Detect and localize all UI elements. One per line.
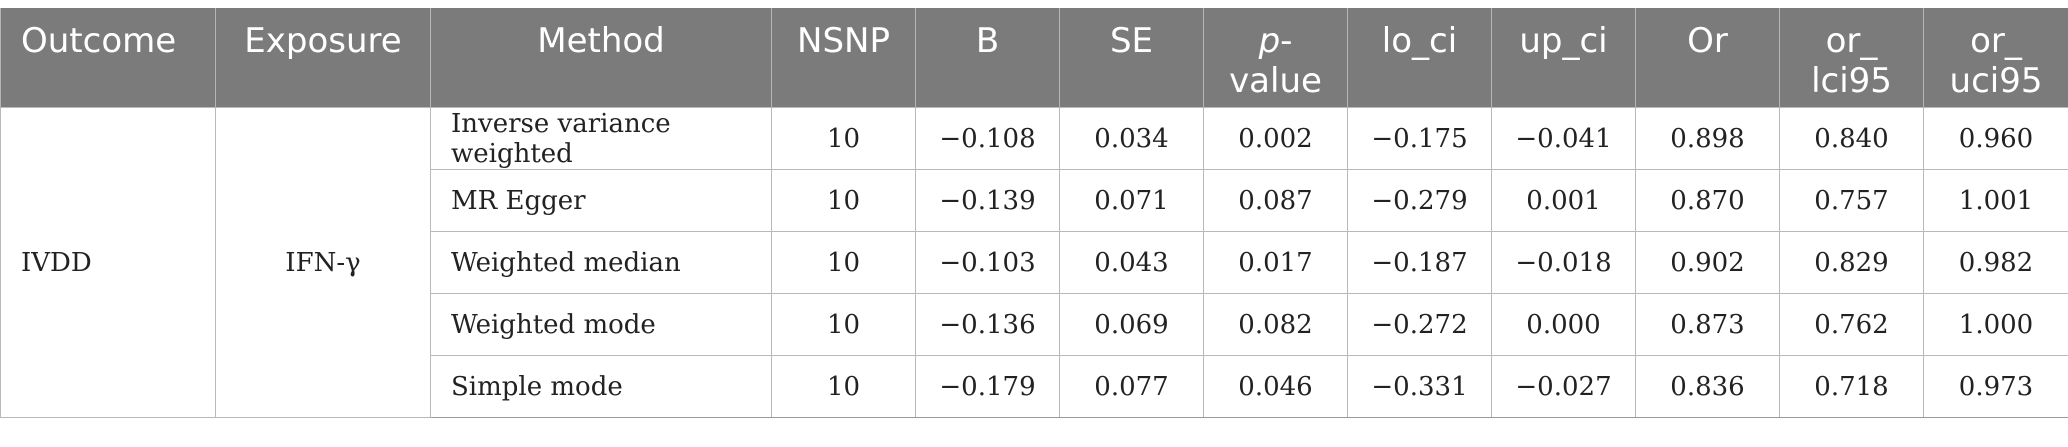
cell-pvalue: 0.087 (1203, 169, 1348, 232)
cell-or: 0.902 (1635, 231, 1780, 294)
cell-b: −0.179 (915, 355, 1060, 418)
table-row: Simple mode 10 −0.179 0.077 0.046 −0.331… (1, 355, 2068, 418)
cell-or-lci95: 0.718 (1779, 355, 1924, 418)
cell-or-uci95: 1.000 (1923, 293, 2068, 356)
cell-se: 0.034 (1059, 107, 1204, 170)
header-outcome: Outcome (0, 8, 216, 108)
cell-nsnp: 10 (771, 231, 916, 294)
cell-method: Inverse variance weighted (430, 107, 772, 170)
cell-b: −0.136 (915, 293, 1060, 356)
cell-lo-ci: −0.279 (1347, 169, 1492, 232)
header-b: B (915, 8, 1060, 108)
cell-up-ci: 0.000 (1491, 293, 1636, 356)
cell-or-lci95: 0.840 (1779, 107, 1924, 170)
cell-method: Weighted mode (430, 293, 772, 356)
cell-b: −0.108 (915, 107, 1060, 170)
table-row: Weighted median 10 −0.103 0.043 0.017 −0… (1, 231, 2068, 294)
cell-nsnp: 10 (771, 355, 916, 418)
header-row: Outcome Exposure Method NSNP B SE p-valu… (0, 8, 2068, 108)
cell-or-uci95: 0.973 (1923, 355, 2068, 418)
cell-lo-ci: −0.187 (1347, 231, 1492, 294)
cell-up-ci: −0.041 (1491, 107, 1636, 170)
cell-method: Simple mode (430, 355, 772, 418)
cell-outcome: IVDD (0, 107, 216, 418)
header-or: Or (1635, 8, 1780, 108)
cell-method: MR Egger (430, 169, 772, 232)
header-pvalue-dash: - (1280, 21, 1293, 61)
cell-up-ci: 0.001 (1491, 169, 1636, 232)
header-or-lci95-a: or_ (1825, 21, 1878, 61)
header-or-uci95-b: uci95 (1949, 61, 2043, 101)
cell-b: −0.139 (915, 169, 1060, 232)
cell-or: 0.873 (1635, 293, 1780, 356)
cell-or: 0.870 (1635, 169, 1780, 232)
header-pvalue-word: value (1229, 61, 1322, 101)
header-or-uci95-a: or_ (1970, 21, 2022, 61)
header-method: Method (430, 8, 772, 108)
cell-or-uci95: 0.982 (1923, 231, 2068, 294)
cell-b: −0.103 (915, 231, 1060, 294)
cell-se: 0.043 (1059, 231, 1204, 294)
cell-method: Weighted median (430, 231, 772, 294)
cell-pvalue: 0.017 (1203, 231, 1348, 294)
table-body: IVDD IFN-γ Inverse variance weighted 10 … (0, 107, 2068, 418)
cell-exposure: IFN-γ (215, 107, 431, 418)
cell-up-ci: −0.027 (1491, 355, 1636, 418)
table-row: IVDD IFN-γ Inverse variance weighted 10 … (0, 107, 2068, 418)
cell-pvalue: 0.046 (1203, 355, 1348, 418)
cell-lo-ci: −0.272 (1347, 293, 1492, 356)
cell-or: 0.836 (1635, 355, 1780, 418)
header-or-uci95: or_ uci95 (1923, 8, 2068, 108)
results-table: Outcome Exposure Method NSNP B SE p-valu… (0, 8, 2068, 418)
cell-se: 0.071 (1059, 169, 1204, 232)
cell-pvalue: 0.082 (1203, 293, 1348, 356)
cell-or: 0.898 (1635, 107, 1780, 170)
header-pvalue-p: p (1258, 21, 1281, 61)
cell-up-ci: −0.018 (1491, 231, 1636, 294)
cell-nsnp: 10 (771, 107, 916, 170)
header-up-ci: up_ci (1491, 8, 1636, 108)
header-lo-ci: lo_ci (1347, 8, 1492, 108)
cell-or-uci95: 1.001 (1923, 169, 2068, 232)
table-row: Weighted mode 10 −0.136 0.069 0.082 −0.2… (1, 293, 2068, 356)
cell-se: 0.077 (1059, 355, 1204, 418)
header-or-lci95-b: lci95 (1811, 61, 1892, 101)
header-pvalue: p-value (1203, 8, 1348, 108)
cell-or-uci95: 0.960 (1923, 107, 2068, 170)
cell-lo-ci: −0.175 (1347, 107, 1492, 170)
header-nsnp: NSNP (771, 8, 916, 108)
cell-nsnp: 10 (771, 293, 916, 356)
header-se: SE (1059, 8, 1204, 108)
cell-lo-ci: −0.331 (1347, 355, 1492, 418)
cell-se: 0.069 (1059, 293, 1204, 356)
cell-pvalue: 0.002 (1203, 107, 1348, 170)
cell-or-lci95: 0.762 (1779, 293, 1924, 356)
cell-or-lci95: 0.757 (1779, 169, 1924, 232)
header-or-lci95: or_ lci95 (1779, 8, 1924, 108)
table-header: Outcome Exposure Method NSNP B SE p-valu… (0, 8, 2068, 108)
header-exposure: Exposure (215, 8, 431, 108)
cell-nsnp: 10 (771, 169, 916, 232)
cell-or-lci95: 0.829 (1779, 231, 1924, 294)
